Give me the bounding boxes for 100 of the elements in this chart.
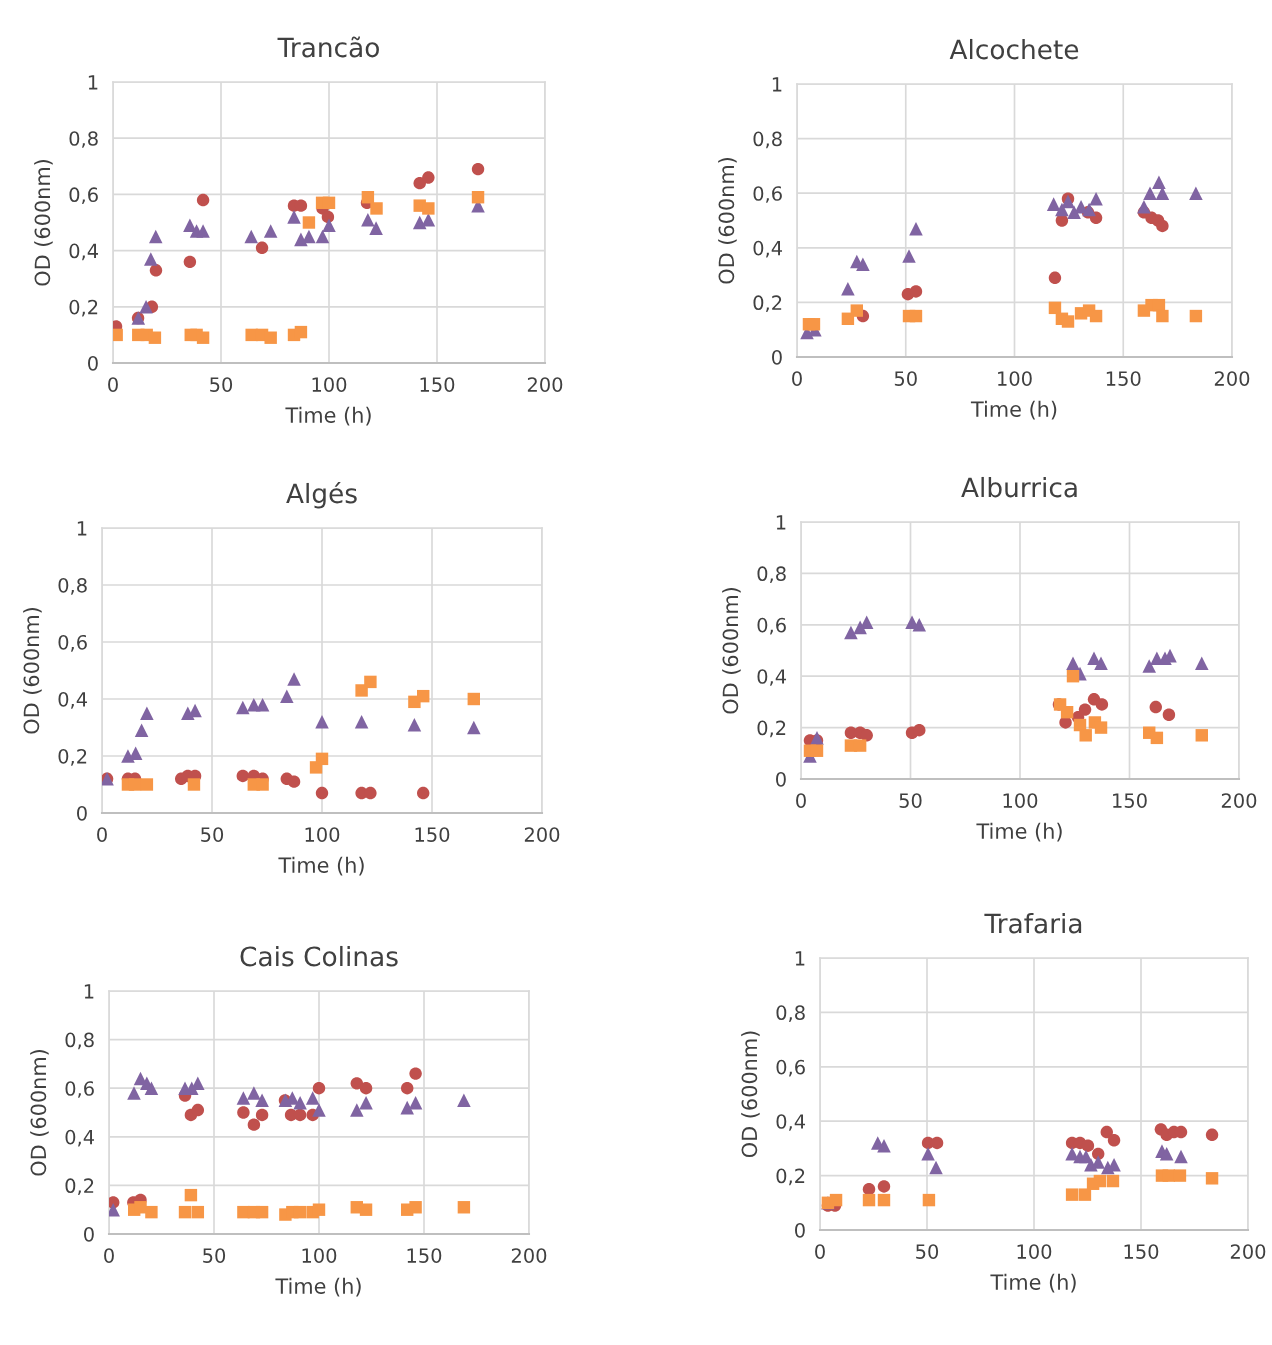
point <box>139 300 153 314</box>
y-tick-label: 0,4 <box>757 669 787 686</box>
point <box>1156 309 1169 323</box>
point <box>1195 729 1208 742</box>
point <box>293 1096 307 1110</box>
point <box>134 723 149 738</box>
point <box>247 1086 261 1100</box>
point <box>183 255 197 269</box>
point <box>856 257 870 271</box>
point <box>144 252 158 266</box>
point <box>255 241 269 254</box>
point <box>400 1081 414 1095</box>
point <box>287 672 301 686</box>
chart-title: Alburrica <box>961 476 1077 498</box>
point <box>467 720 481 735</box>
y-tick-label: 0,4 <box>69 243 99 261</box>
point <box>877 1138 891 1153</box>
point <box>1061 194 1075 209</box>
point <box>293 1205 307 1219</box>
x-axis-title: Time (h) <box>285 406 371 426</box>
y-tick-label: 1 <box>772 77 782 92</box>
y-tick-label: 0,2 <box>776 1168 805 1186</box>
point <box>148 331 162 344</box>
point <box>370 202 383 215</box>
point <box>1107 1134 1121 1147</box>
point <box>1066 669 1080 683</box>
point <box>841 281 855 296</box>
point <box>364 786 377 800</box>
point <box>421 212 436 227</box>
point <box>877 1180 891 1193</box>
point <box>912 618 927 632</box>
point <box>355 684 368 697</box>
point <box>1091 1147 1105 1161</box>
point <box>321 210 335 224</box>
point <box>909 285 923 298</box>
point <box>471 162 485 176</box>
point <box>312 1081 326 1095</box>
x-tick-label: 150 <box>1124 1244 1159 1259</box>
point <box>422 202 435 215</box>
point <box>913 723 926 737</box>
point <box>810 744 824 757</box>
x-tick-label: 50 <box>201 827 224 842</box>
y-tick-label: 0 <box>77 805 87 821</box>
point <box>1082 202 1096 217</box>
y-tick-label: 0,4 <box>65 1129 95 1147</box>
point <box>1087 651 1101 665</box>
y-tick-label: 0 <box>84 1226 94 1242</box>
point <box>369 221 383 235</box>
y-tick-label: 0,2 <box>757 720 786 738</box>
point <box>236 1091 251 1105</box>
point <box>1060 705 1074 719</box>
point <box>127 1086 141 1100</box>
point <box>902 249 916 263</box>
point <box>255 1205 269 1219</box>
y-tick-label: 0,4 <box>58 691 88 709</box>
chart-title: Algés <box>286 481 357 509</box>
y-tick-label: 1 <box>776 515 786 530</box>
x-tick-label: 200 <box>527 377 563 392</box>
x-axis-title: Time (h) <box>278 856 364 876</box>
y-tick-label: 0,6 <box>757 617 786 635</box>
point <box>1174 1149 1188 1164</box>
y-tick-label: 0,6 <box>69 187 98 205</box>
x-tick-label: 100 <box>1003 793 1038 808</box>
point <box>416 786 430 800</box>
point <box>1048 301 1062 315</box>
point <box>1095 698 1109 711</box>
y-tick-label: 1 <box>88 75 98 90</box>
point <box>467 692 481 706</box>
point <box>862 1193 876 1207</box>
y-tick-label: 0,8 <box>753 131 782 149</box>
point <box>312 1103 326 1117</box>
point <box>1078 703 1092 716</box>
point <box>1100 1125 1113 1139</box>
y-tick-label: 0,8 <box>58 577 87 595</box>
y-tick-label: 0,8 <box>776 1005 805 1023</box>
point <box>187 778 201 791</box>
point <box>1156 219 1169 233</box>
point <box>853 739 867 752</box>
point <box>1093 1174 1107 1188</box>
x-tick-label: 50 <box>203 1248 226 1263</box>
point <box>244 229 259 244</box>
point <box>930 1136 944 1150</box>
x-tick-label: 100 <box>305 827 340 842</box>
point <box>184 1188 198 1202</box>
point <box>471 191 485 204</box>
point <box>264 331 277 344</box>
y-tick-label: 1 <box>77 521 87 536</box>
x-axis-title: Time (h) <box>275 1277 361 1297</box>
point <box>422 171 435 184</box>
point <box>287 210 301 224</box>
point <box>191 1076 205 1091</box>
y-tick-label: 1 <box>795 951 805 966</box>
point <box>413 176 426 190</box>
point <box>862 1182 876 1196</box>
point <box>188 703 202 718</box>
point <box>255 697 270 712</box>
point <box>1152 175 1166 190</box>
point <box>280 689 294 703</box>
y-tick-label: 0 <box>795 1222 805 1238</box>
y-axis-title: OD (600nm) <box>30 1050 49 1176</box>
